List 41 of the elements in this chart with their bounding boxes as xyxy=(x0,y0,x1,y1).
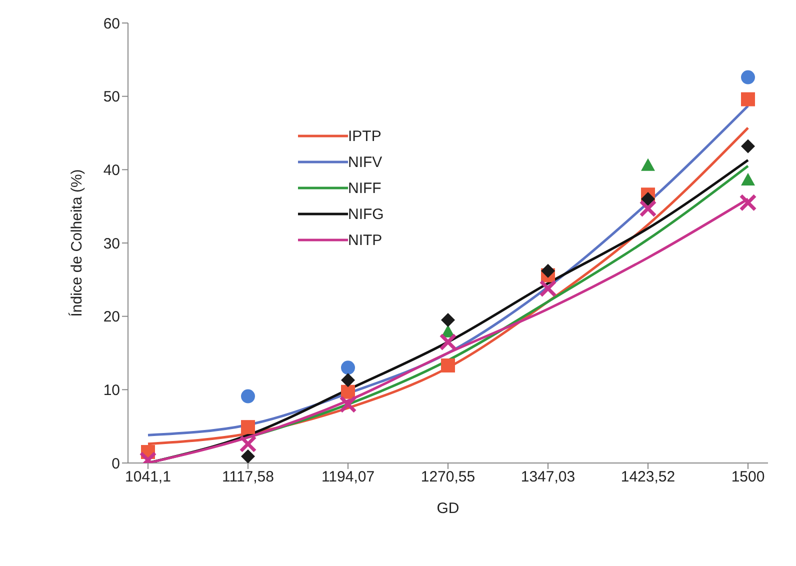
x-tick-label: 1500 xyxy=(731,468,765,486)
y-tick-label: 30 xyxy=(103,235,120,252)
point xyxy=(641,192,655,206)
x-tick-label: 1423,52 xyxy=(620,468,676,486)
point xyxy=(439,333,457,351)
x-tick-label: 1041,1 xyxy=(125,468,171,486)
point xyxy=(541,264,555,278)
point xyxy=(341,360,355,375)
y-tick-label: 10 xyxy=(103,382,120,399)
point xyxy=(641,158,655,171)
y-axis-title: Índice de Colheita (%) xyxy=(67,169,86,317)
point xyxy=(241,420,255,434)
point xyxy=(441,313,455,327)
x-tick-label: 1117,58 xyxy=(222,468,274,486)
point xyxy=(341,373,355,388)
point xyxy=(741,70,755,84)
legend-label: NITP xyxy=(348,232,382,248)
point xyxy=(539,280,557,298)
y-tick-label: 20 xyxy=(103,308,120,326)
legend-label: NIFG xyxy=(348,206,384,222)
point xyxy=(741,172,755,186)
point xyxy=(639,200,657,218)
x-tick-label: 1194,07 xyxy=(321,468,375,486)
point xyxy=(239,435,257,453)
x-axis-title: GD xyxy=(436,500,460,517)
point xyxy=(741,139,755,154)
legend-label: NIFF xyxy=(348,180,382,196)
point xyxy=(441,358,455,372)
y-tick-label: 40 xyxy=(103,162,120,179)
x-tick-label: 1270,55 xyxy=(420,468,476,486)
legend-label: IPTP xyxy=(348,128,382,144)
x-tick-label: 1347,03 xyxy=(520,468,576,486)
point xyxy=(241,389,255,404)
legend-label: NIFV xyxy=(348,154,382,170)
point xyxy=(339,396,357,414)
point xyxy=(241,449,255,463)
point xyxy=(741,92,755,106)
point xyxy=(739,194,757,212)
y-tick-label: 60 xyxy=(103,15,120,32)
y-tick-label: 0 xyxy=(112,455,120,472)
y-tick-label: 50 xyxy=(103,88,120,106)
